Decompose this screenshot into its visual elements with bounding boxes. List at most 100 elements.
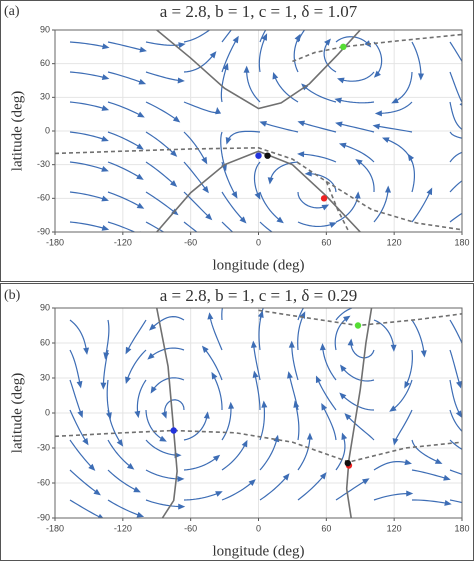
streamline <box>376 125 413 133</box>
stream-arrow <box>101 105 110 111</box>
y-tick-label: 30 <box>40 372 50 382</box>
stream-arrow <box>392 438 399 446</box>
panel-frame <box>0 283 474 561</box>
stream-arrow <box>287 371 293 379</box>
stream-arrow <box>101 166 109 172</box>
stream-arrow <box>335 121 343 128</box>
streamline <box>449 101 462 131</box>
streamline <box>317 378 337 411</box>
streamline <box>145 101 178 121</box>
stream-arrow <box>306 432 313 440</box>
stream-arrow <box>354 191 361 199</box>
x-tick-label: -120 <box>114 523 132 533</box>
streamline <box>209 316 223 351</box>
streamline <box>273 75 299 103</box>
streamline <box>449 439 462 451</box>
streamline <box>373 189 389 223</box>
stream-arrow <box>355 158 363 166</box>
streamline <box>107 101 142 117</box>
stream-arrow <box>83 347 90 355</box>
streamline <box>107 131 141 148</box>
stream-arrow <box>177 77 185 84</box>
stream-arrow <box>101 135 109 142</box>
stream-arrow <box>136 511 145 518</box>
stream-arrow <box>239 216 247 224</box>
stream-arrow <box>147 352 155 360</box>
streamline <box>322 406 337 441</box>
streamline <box>340 71 375 82</box>
stream-arrow <box>77 410 83 418</box>
stream-arrow <box>390 344 397 352</box>
streamline <box>411 41 422 77</box>
stream-arrow <box>222 62 229 71</box>
stream-arrow <box>177 476 185 483</box>
y-tick-label: -60 <box>37 193 50 203</box>
stream-arrow <box>297 151 305 158</box>
streamline <box>221 481 254 501</box>
stream-arrow <box>304 170 312 177</box>
streamline <box>301 153 337 163</box>
streamline <box>259 438 278 471</box>
streamline <box>335 308 354 321</box>
stream-arrow <box>339 392 347 400</box>
stream-arrow <box>465 68 474 77</box>
stream-arrow <box>101 74 110 80</box>
streamline <box>145 221 165 232</box>
stream-arrow <box>340 364 347 372</box>
stream-arrow <box>372 123 380 130</box>
stream-arrow <box>282 473 290 481</box>
stream-arrow <box>125 346 132 355</box>
stream-arrow <box>205 213 213 221</box>
streamline <box>164 399 185 416</box>
streamline <box>411 499 448 505</box>
streamline <box>385 138 413 163</box>
streamline <box>259 221 274 232</box>
stream-arrow <box>267 177 274 185</box>
streamline <box>221 30 232 43</box>
stream-arrow <box>362 478 370 485</box>
streamline <box>69 439 93 469</box>
stream-arrow <box>319 472 327 480</box>
stream-arrow <box>134 410 141 419</box>
stream-arrow <box>250 340 257 348</box>
stream-arrow <box>321 204 330 211</box>
streamline <box>151 315 185 329</box>
streamline <box>102 349 109 386</box>
streamline <box>338 123 375 133</box>
streamline <box>259 191 282 222</box>
stream-arrow <box>434 458 443 464</box>
streamline <box>183 101 219 114</box>
stream-arrow <box>407 153 415 162</box>
stream-arrow <box>232 35 239 44</box>
curve <box>325 181 350 232</box>
x-tick-label: 0 <box>256 523 261 533</box>
stream-arrow <box>138 78 147 85</box>
streamline <box>449 41 462 63</box>
streamline <box>145 71 181 82</box>
streamline <box>69 499 102 518</box>
streamline <box>221 161 237 196</box>
stream-arrow <box>462 128 471 136</box>
streamline <box>220 66 228 103</box>
curve <box>258 309 462 327</box>
stream-arrow <box>211 20 220 29</box>
streamline <box>69 71 106 79</box>
streamline <box>297 314 305 351</box>
streamline <box>449 499 462 504</box>
stream-arrow <box>276 216 284 224</box>
streamline <box>183 30 211 43</box>
streamline <box>145 439 178 456</box>
streamline <box>69 101 106 110</box>
curve <box>55 429 462 463</box>
streamline <box>145 499 182 508</box>
streamline <box>69 379 82 415</box>
streamline <box>183 456 218 471</box>
streamline <box>69 409 87 443</box>
stream-arrow <box>248 479 256 486</box>
streamline <box>341 394 375 411</box>
streamline <box>297 436 311 471</box>
x-tick-label: -180 <box>46 523 64 533</box>
stream-arrow <box>241 439 248 448</box>
stream-arrow <box>136 143 144 150</box>
y-tick-label: -90 <box>37 512 50 522</box>
